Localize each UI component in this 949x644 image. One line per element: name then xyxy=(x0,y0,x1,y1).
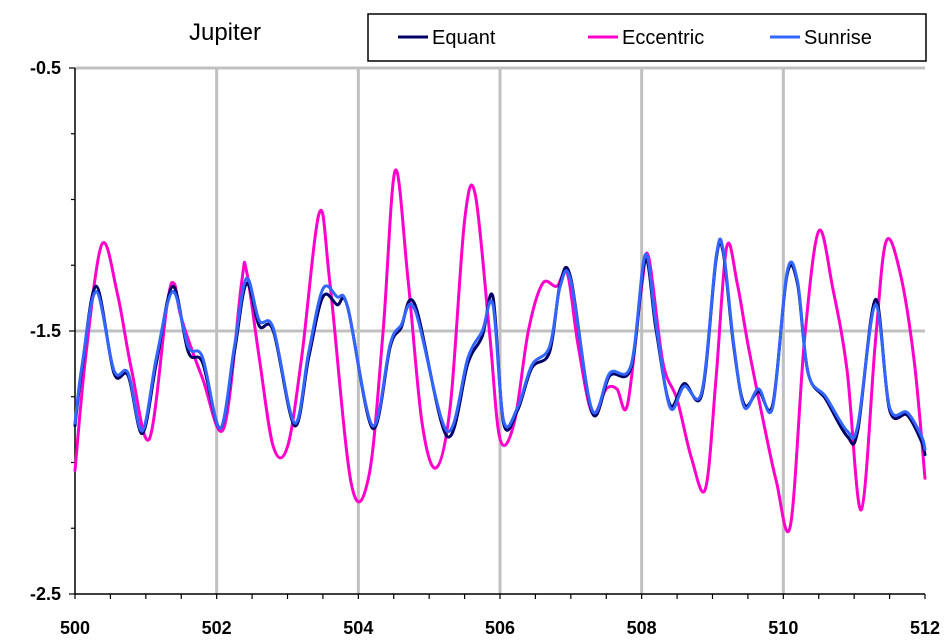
legend-label-equant: Equant xyxy=(432,27,496,49)
x-tick-label: 512 xyxy=(910,618,940,638)
tick-labels: 500 502 504 506 508 510 512 -2.5 -1.5 -0.5 xyxy=(30,58,940,638)
y-tick-label: -1.5 xyxy=(30,321,61,341)
series-line-sunrise xyxy=(73,237,927,451)
legend: Equant Eccentric Sunrise xyxy=(367,13,927,62)
x-tick-label: 500 xyxy=(60,618,90,638)
legend-label-sunrise: Sunrise xyxy=(804,27,872,49)
x-tick-label: 504 xyxy=(343,618,373,638)
x-tick-label: 508 xyxy=(627,618,657,638)
x-tick-label: 510 xyxy=(768,618,798,638)
x-tick-label: 506 xyxy=(485,618,515,638)
grid xyxy=(75,66,925,594)
legend-box xyxy=(367,13,927,62)
legend-label-eccentric: Eccentric xyxy=(622,27,704,49)
x-tick-label: 502 xyxy=(202,618,232,638)
chart-title: Jupiter xyxy=(189,19,261,46)
y-tick-label: -0.5 xyxy=(30,58,61,78)
y-tick-label: -2.5 xyxy=(30,584,61,604)
series-group xyxy=(73,168,927,534)
axes xyxy=(69,67,926,599)
